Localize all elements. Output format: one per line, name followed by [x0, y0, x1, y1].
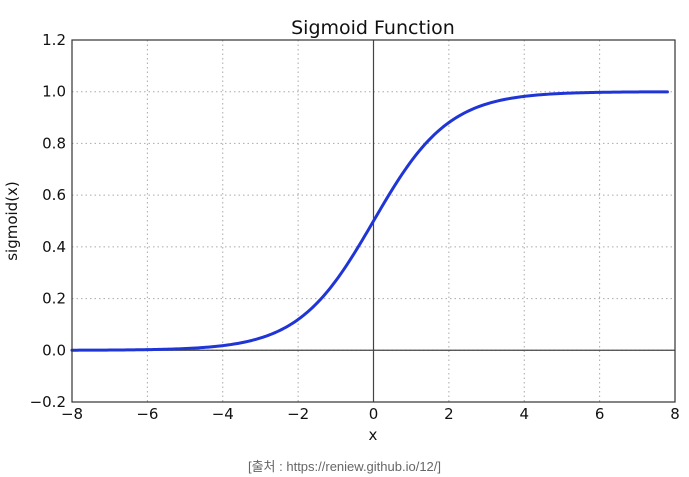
- x-tick-label: 2: [444, 405, 454, 423]
- y-tick-label: 1.0: [42, 83, 66, 101]
- x-axis-ticks: −8 −6 −4 −2 0 2 4 6 8: [61, 405, 680, 423]
- y-axis-label: sigmoid(x): [3, 181, 21, 261]
- y-tick-label: 0.2: [42, 290, 66, 308]
- y-tick-label: −0.2: [30, 393, 66, 411]
- y-tick-label: 0.6: [42, 186, 66, 204]
- plot-frame: [71, 39, 676, 403]
- sigmoid-curve: [70, 90, 669, 352]
- x-tick-label: 6: [595, 405, 605, 423]
- chart-title: Sigmoid Function: [291, 17, 455, 39]
- y-tick-label: 0.0: [42, 341, 66, 359]
- y-tick-label: 1.2: [42, 31, 66, 49]
- y-tick-label: 0.8: [42, 134, 66, 152]
- x-axis-label: x: [369, 426, 378, 444]
- y-tick-label: 0.4: [42, 238, 66, 256]
- x-tick-label: −6: [136, 405, 158, 423]
- x-tick-label: −2: [287, 405, 309, 423]
- x-tick-label: 4: [519, 405, 529, 423]
- x-tick-label: 0: [369, 405, 379, 423]
- x-tick-label: −8: [61, 405, 83, 423]
- source-caption: [출처 : https://reniew.github.io/12/]: [247, 459, 442, 474]
- sigmoid-chart: Sigmoid Function −8 −6 −4 −2 0 2 4 6 8 −0.2 0.0 0.…: [3, 17, 680, 444]
- y-axis-ticks: −0.2 0.0 0.2 0.4 0.6 0.8 1.0 1.2: [30, 31, 66, 411]
- x-tick-label: −4: [212, 405, 234, 423]
- x-tick-label: 8: [670, 405, 680, 423]
